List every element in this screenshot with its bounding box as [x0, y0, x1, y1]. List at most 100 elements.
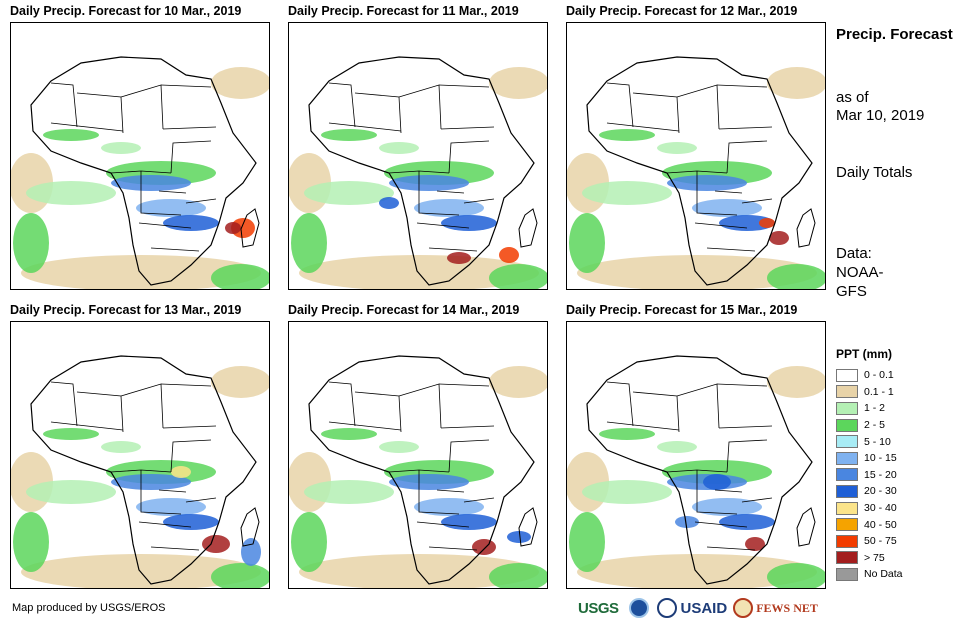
precip-area [13, 213, 49, 273]
precip-area [202, 535, 230, 553]
panel-title: Daily Precip. Forecast for 15 Mar., 2019 [566, 303, 798, 317]
country-border [716, 84, 768, 88]
credit-text: Map produced by USGS/EROS [12, 602, 166, 614]
country-border [120, 383, 164, 429]
precip-area [299, 554, 539, 588]
precip-area [499, 247, 519, 263]
country-border [606, 381, 634, 427]
country-border [676, 383, 720, 429]
precip-area [291, 213, 327, 273]
precip-area [599, 129, 655, 141]
africa-map-svg [567, 56, 825, 289]
precip-area [441, 215, 497, 231]
country-border [185, 497, 217, 503]
legend-swatch [836, 518, 858, 532]
country-border [696, 470, 738, 515]
precip-area [489, 264, 547, 289]
usaid-logo: USAID [680, 599, 728, 617]
country-border [716, 383, 768, 387]
africa-coastline [308, 56, 535, 286]
country-border [160, 84, 212, 88]
legend-title: PPT (mm) [836, 347, 893, 361]
country-border [170, 439, 212, 473]
legend-label: 10 - 15 [864, 452, 897, 465]
country-border [418, 470, 460, 515]
africa-map-svg [11, 355, 269, 588]
precip-area [379, 197, 399, 209]
precip-area [692, 498, 762, 516]
as-of-label: as of [836, 89, 869, 106]
country-border [160, 383, 212, 387]
legend-label: 0.1 - 1 [864, 385, 894, 398]
precip-area [389, 175, 469, 191]
country-border [140, 171, 182, 216]
precip-area [43, 129, 99, 141]
precip-area [569, 512, 605, 572]
country-border [150, 247, 200, 252]
country-border [120, 84, 164, 130]
country-border [726, 439, 768, 473]
country-border [428, 247, 478, 252]
precip-area [767, 67, 825, 99]
legend-item: 0.1 - 1 [836, 384, 903, 401]
precip-area [489, 67, 547, 99]
precip-area [767, 563, 825, 588]
precip-area [703, 474, 731, 490]
precip-area [692, 199, 762, 217]
precip-map [288, 321, 548, 589]
precip-area [321, 129, 377, 141]
precip-area [21, 554, 261, 588]
precip-map [10, 321, 270, 589]
legend-swatch [836, 484, 858, 498]
precip-area [304, 181, 394, 205]
country-border [436, 190, 465, 194]
precip-area [225, 222, 241, 234]
africa-coastline [586, 355, 813, 585]
precip-area [241, 538, 261, 566]
legend-label: 30 - 40 [864, 502, 897, 515]
madagascar-outline [240, 507, 260, 547]
country-border [606, 82, 634, 128]
precip-area [26, 181, 116, 205]
precip-area [582, 480, 672, 504]
precip-area [489, 366, 547, 398]
precip-area [211, 67, 269, 99]
country-border [438, 84, 490, 88]
country-border [416, 222, 470, 229]
country-border [416, 521, 470, 528]
precip-area [321, 428, 377, 440]
precip-area [599, 428, 655, 440]
country-border [50, 381, 78, 427]
country-border [328, 82, 356, 128]
precip-area [657, 142, 697, 154]
precip-map [566, 22, 826, 290]
precip-area [489, 563, 547, 588]
panel-title: Daily Precip. Forecast for 13 Mar., 2019 [10, 303, 242, 317]
legend-swatch [836, 534, 858, 548]
legend-label: 15 - 20 [864, 468, 897, 481]
africa-map-svg [289, 56, 547, 289]
madagascar-outline [796, 208, 816, 248]
precip-area [414, 498, 484, 516]
country-border [170, 140, 212, 174]
country-border [328, 122, 402, 132]
africa-map-svg [567, 355, 825, 588]
legend-swatch [836, 368, 858, 382]
africa-coastline [308, 355, 535, 585]
country-border [726, 140, 768, 174]
legend: 0 - 0.1 0.1 - 1 1 - 2 2 - 5 5 - 10 10 - … [836, 367, 903, 583]
africa-coastline [586, 56, 813, 286]
legend-item: 50 - 75 [836, 533, 903, 550]
africa-coastline [30, 355, 257, 585]
country-border [436, 489, 465, 493]
panel-title: Daily Precip. Forecast for 14 Mar., 2019 [288, 303, 520, 317]
legend-swatch [836, 468, 858, 482]
forecast-date: Mar 10, 2019 [836, 107, 925, 124]
legend-swatch [836, 501, 858, 515]
legend-item: No Data [836, 566, 903, 583]
country-border [448, 140, 490, 174]
africa-map-svg [11, 56, 269, 289]
legend-swatch [836, 401, 858, 415]
legend-item: > 75 [836, 550, 903, 567]
precip-area [569, 213, 605, 273]
